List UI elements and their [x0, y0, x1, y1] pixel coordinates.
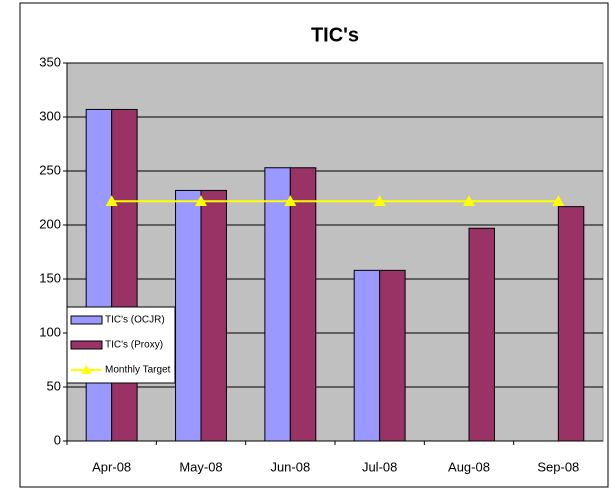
y-tick-label: 0	[54, 432, 61, 447]
x-tick-label: Sep-08	[537, 459, 579, 474]
target-marker	[195, 195, 207, 207]
legend-label: Monthly Target	[105, 365, 171, 376]
x-tick-label: Jun-08	[270, 459, 310, 474]
target-marker	[552, 195, 565, 207]
bar	[468, 227, 495, 442]
x-tick-label: Jul-08	[362, 459, 397, 474]
legend-label: TIC's (Proxy)	[105, 340, 163, 351]
target-marker	[105, 195, 118, 207]
bar	[200, 189, 227, 442]
x-tick-label: Aug-08	[448, 459, 490, 474]
y-tick-label: 300	[39, 108, 61, 123]
bar	[175, 189, 202, 442]
chart-title: TIC's	[311, 24, 359, 46]
bar	[85, 108, 113, 442]
target-marker	[284, 195, 297, 207]
plot-area	[66, 62, 604, 442]
legend-marker	[81, 365, 92, 374]
y-tick-label: 100	[39, 324, 61, 339]
bar	[111, 108, 138, 442]
y-tick-label: 250	[39, 162, 61, 177]
legend-swatch	[70, 340, 103, 350]
y-tick-label: 50	[47, 378, 61, 393]
target-marker	[463, 195, 475, 207]
bar	[264, 167, 291, 442]
y-tick-label: 350	[39, 54, 61, 69]
y-tick-label: 200	[39, 216, 61, 231]
target-marker	[373, 195, 386, 207]
bar	[353, 269, 381, 442]
x-tick-label: Apr-08	[92, 459, 131, 474]
bar	[289, 167, 317, 442]
legend-label: TIC's (OCJR)	[105, 315, 165, 326]
x-tick-label: May-08	[179, 459, 222, 474]
bar	[379, 269, 406, 442]
legend-swatch	[70, 315, 103, 325]
y-tick-label: 150	[39, 270, 61, 285]
bar	[557, 206, 585, 442]
